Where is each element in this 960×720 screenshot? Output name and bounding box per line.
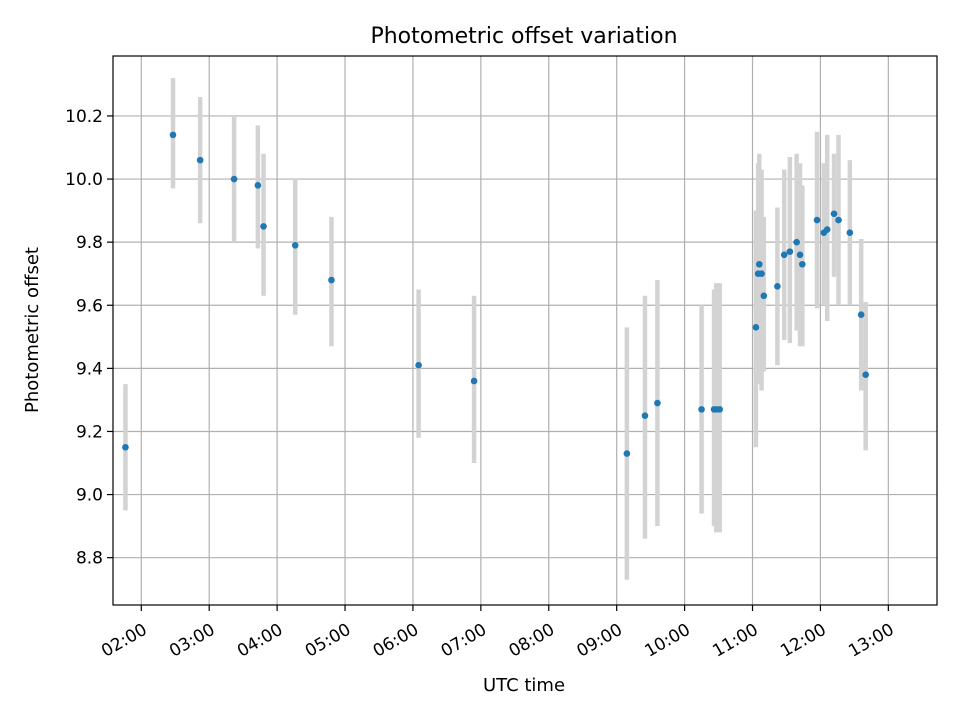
y-tick-label: 9.0: [76, 486, 103, 506]
data-point: [846, 229, 854, 236]
data-point: [758, 270, 765, 278]
data-point: [698, 406, 705, 413]
data-point: [793, 238, 800, 246]
y-tick-label: 9.6: [76, 296, 103, 316]
data-point: [415, 361, 422, 369]
data-point: [623, 450, 631, 457]
data-point: [196, 156, 204, 164]
y-tick-label: 10.0: [65, 170, 103, 190]
y-axis-label: Photometric offset: [22, 247, 43, 413]
data-point: [328, 276, 335, 284]
x-axis-label: UTC time: [483, 675, 565, 696]
data-point: [470, 377, 478, 385]
y-tick-label: 8.8: [76, 549, 103, 569]
data-point: [780, 251, 788, 259]
data-point: [799, 260, 806, 268]
data-points: [122, 131, 869, 457]
data-point: [862, 371, 869, 378]
y-tick-label: 9.8: [76, 233, 103, 253]
data-point: [254, 182, 262, 189]
data-point: [291, 242, 299, 249]
data-point: [823, 226, 831, 233]
data-point: [169, 131, 177, 139]
data-point: [716, 406, 723, 413]
data-point: [835, 216, 842, 224]
chart-title: Photometric offset variation: [370, 24, 677, 49]
data-point: [641, 412, 649, 419]
data-point: [122, 443, 129, 451]
data-point: [230, 175, 238, 183]
data-point: [260, 223, 267, 230]
data-point: [774, 283, 781, 290]
y-axis-ticks: 8.8 9.0 9.2 9.4 9.6 9.8 10.0 10.2: [65, 107, 113, 569]
plot-frame: [112, 55, 938, 606]
grid-lines: [113, 56, 937, 605]
data-point: [830, 210, 838, 218]
data-point: [857, 311, 865, 319]
data-point: [796, 251, 804, 259]
data-point: [752, 324, 760, 331]
data-point: [760, 292, 768, 300]
y-tick-label: 10.2: [65, 107, 103, 127]
data-point: [786, 248, 794, 255]
data-point: [654, 399, 661, 407]
data-point: [755, 260, 763, 268]
y-tick-label: 9.2: [76, 422, 103, 442]
y-tick-label: 9.4: [76, 359, 103, 379]
data-point: [813, 216, 821, 224]
